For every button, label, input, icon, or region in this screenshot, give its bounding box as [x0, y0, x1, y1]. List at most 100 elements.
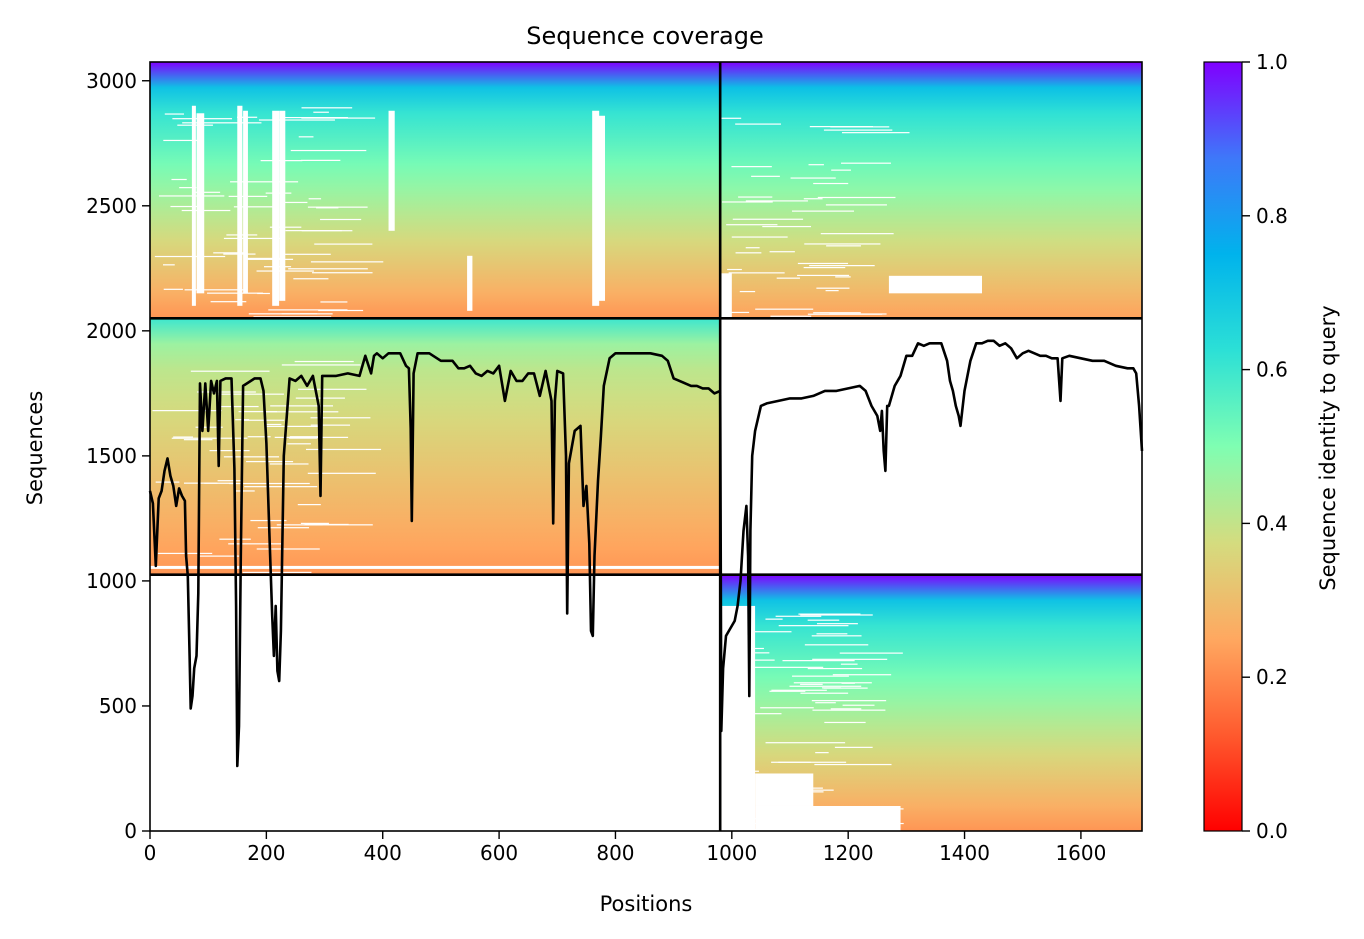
gap-mark	[820, 233, 894, 235]
gap-mark	[388, 110, 395, 231]
gap-mark	[720, 117, 742, 119]
x-tick-label: 1600	[1055, 841, 1106, 865]
gap-mark	[762, 225, 812, 228]
gap-mark	[184, 289, 244, 291]
chain-B-paired-block	[720, 62, 1142, 319]
gap-mark	[842, 704, 875, 706]
gap-mark	[803, 198, 823, 200]
gap-mark	[181, 209, 231, 212]
gap-mark	[276, 524, 323, 526]
gap-mark	[226, 234, 258, 236]
gap-mark	[770, 315, 812, 317]
gap-mark	[303, 524, 373, 526]
gap-mark	[213, 252, 247, 254]
gap-mark	[237, 116, 258, 118]
gap-mark	[738, 196, 773, 198]
gap-mark	[776, 277, 800, 279]
gap-mark	[268, 309, 348, 311]
gap-mark	[257, 292, 270, 295]
y-tick-label: 0	[124, 819, 137, 843]
gap-mark	[318, 309, 364, 312]
gap-mark	[270, 405, 334, 407]
gap-mark	[310, 424, 351, 426]
gap-mark	[223, 237, 280, 240]
gap-mark	[172, 118, 233, 120]
gap-mark	[721, 273, 732, 319]
gap-mark	[300, 522, 329, 524]
gap-mark	[831, 169, 851, 171]
gap-mark	[792, 675, 849, 677]
gap-mark	[841, 162, 891, 164]
x-axis-label: Positions	[600, 892, 693, 916]
gap-mark	[242, 571, 312, 574]
gap-mark	[769, 251, 795, 253]
gap-mark	[765, 618, 783, 620]
gap-mark	[804, 644, 869, 646]
gap-mark	[247, 436, 271, 438]
gap-mark	[808, 164, 824, 166]
gap-mark	[154, 255, 226, 258]
x-tick-label: 600	[480, 841, 518, 865]
gap-mark	[816, 633, 848, 635]
gap-mark	[834, 746, 873, 748]
y-tick-label: 1500	[86, 444, 137, 468]
gap-mark	[313, 111, 329, 113]
gap-mark	[739, 290, 756, 293]
gap-mark	[793, 682, 872, 684]
gap-mark	[308, 198, 322, 200]
gap-mark	[816, 287, 850, 289]
coverage-line	[148, 339, 1144, 768]
gap-mark	[825, 290, 839, 292]
gap-mark	[730, 311, 750, 314]
gap-mark	[312, 272, 373, 274]
gap-mark	[835, 276, 851, 278]
y-axis: 0 500 1000 1500 2000 2500 3000	[86, 69, 150, 843]
gap-mark	[183, 439, 213, 441]
gap-mark	[281, 364, 361, 366]
gap-mark	[279, 253, 331, 255]
colorbar-label: Sequence identity to query	[1316, 305, 1340, 590]
gap-mark	[823, 129, 893, 131]
gap-mark	[778, 625, 849, 627]
gap-mark	[150, 565, 721, 569]
gap-mark	[288, 268, 368, 270]
y-tick-label: 3000	[86, 69, 137, 93]
gap-mark	[282, 116, 348, 119]
colorbar-tick-label: 0.2	[1256, 665, 1288, 689]
gap-mark	[183, 482, 218, 484]
x-tick-label: 1000	[706, 841, 757, 865]
x-tick-label: 1400	[939, 841, 990, 865]
gap-mark	[290, 149, 367, 152]
y-tick-label: 2500	[86, 194, 137, 218]
gap-mark	[736, 713, 782, 715]
gap-mark	[199, 555, 240, 557]
gap-mark	[152, 410, 222, 412]
gap-mark	[790, 177, 836, 179]
gap-mark	[295, 397, 345, 399]
gap-mark	[320, 218, 362, 221]
gap-mark	[155, 481, 180, 483]
gap-mark	[217, 480, 243, 482]
gap-mark	[804, 243, 881, 245]
gap-mark	[244, 486, 318, 488]
gap-mark	[824, 721, 866, 724]
gap-mark	[789, 685, 862, 687]
gap-mark	[293, 278, 329, 280]
gap-mark	[298, 388, 367, 390]
chain-A-unpaired-block	[150, 318, 721, 575]
gap-mark	[282, 201, 308, 204]
gap-mark	[803, 266, 846, 269]
gap-mark	[307, 472, 376, 474]
gap-mark	[745, 247, 760, 249]
gap-mark	[285, 230, 342, 232]
gap-mark	[260, 160, 303, 162]
gap-mark	[598, 115, 606, 301]
gap-mark	[755, 805, 901, 831]
gap-mark	[289, 436, 319, 438]
gap-mark	[253, 316, 332, 318]
gap-mark	[256, 270, 314, 272]
gap-mark	[228, 195, 268, 197]
gap-mark	[263, 266, 292, 268]
colorbar	[1203, 61, 1243, 832]
gap-mark	[829, 313, 887, 315]
